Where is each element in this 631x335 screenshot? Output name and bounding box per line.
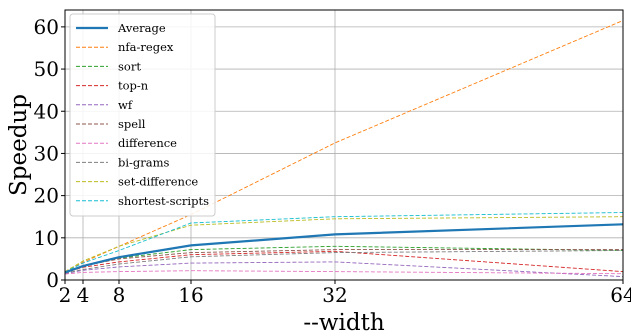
x-tick-label: 64 [610,283,631,307]
x-axis-label: --width [303,310,385,335]
series-line-bi-grams [64,250,624,274]
series-line-nfa-regex [64,20,624,273]
axis-ticks: 2 4 8 16 32 64 0 10 20 30 40 50 60 [34,15,631,307]
y-tick-label: 60 [34,15,59,39]
legend-label: bi-grams [118,155,170,169]
legend-label: set-difference [118,175,198,189]
legend-box [69,13,216,217]
legend-label: top-n [118,79,149,93]
legend-label: nfa-regex [118,40,174,54]
series-line-difference [64,270,624,275]
x-tick-label: 4 [77,283,90,307]
y-axis-label: Speedup [6,94,32,196]
series-line-Average [64,223,624,274]
y-tick-label: 20 [34,184,59,208]
x-tick-label: 32 [322,283,347,307]
series-line-wf [64,261,624,278]
legend: Average nfa-regex sort top-n wf spell differen… [69,13,216,217]
y-tick-label: 30 [34,141,59,165]
series-line-set-difference [64,216,624,272]
plot-frame [64,9,624,281]
y-tick-label: 50 [34,57,59,81]
x-tick-label: 2 [59,283,72,307]
legend-label: wf [118,98,133,112]
series-lines [64,20,624,278]
legend-label: Average [117,21,166,35]
y-tick-label: 0 [46,268,59,292]
legend-label: difference [118,136,177,150]
series-line-shortest-scripts [64,212,624,273]
y-tick-label: 40 [34,99,59,123]
y-tick-label: 10 [34,226,59,250]
legend-label: sort [118,59,141,73]
x-tick-label: 16 [178,283,203,307]
legend-label: spell [118,117,146,131]
x-tick-label: 8 [113,283,126,307]
legend-label: shortest-scripts [118,194,209,208]
